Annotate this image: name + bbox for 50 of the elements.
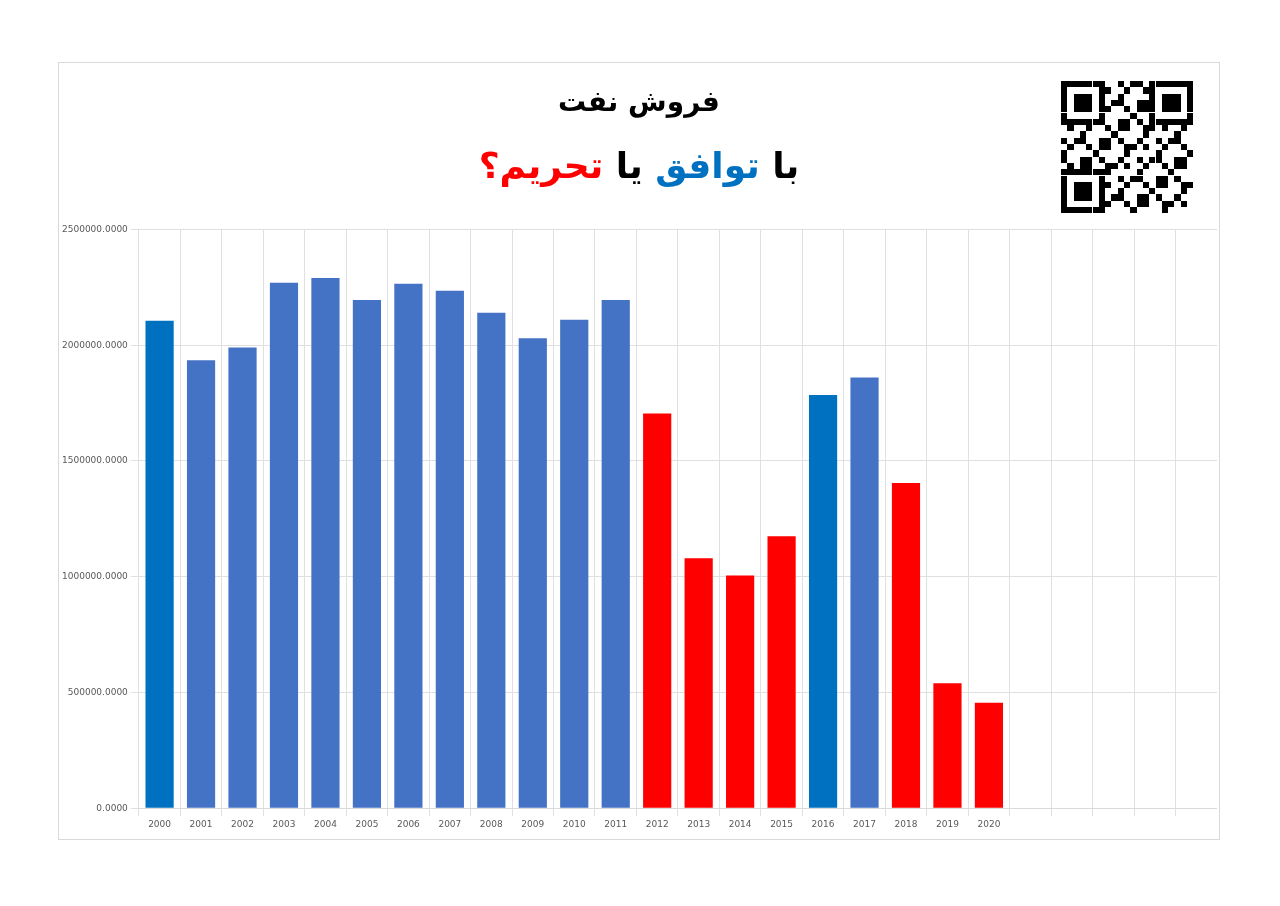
x-tick-label: 2016 [811,818,835,829]
bar [518,338,547,808]
x-tick-label: 2019 [936,818,960,829]
x-tick-label: 2002 [231,818,254,829]
x-tick-label: 2010 [562,818,586,829]
x-tick-label: 2017 [853,818,876,829]
y-tick-label: 1500000.0000 [61,455,129,466]
bar [684,558,713,808]
bar [228,347,257,808]
bar [311,278,340,808]
y-tick-label: 500000.0000 [67,686,129,697]
y-tick-label: 2000000.0000 [61,339,129,350]
x-tick-label: 2001 [189,818,213,829]
x-tick-label: 2005 [355,818,379,829]
x-tick-label: 2006 [396,818,421,829]
y-tick-label: 0.0000 [96,802,129,813]
bar [394,283,423,808]
bar [808,394,838,808]
bar [269,282,299,808]
x-tick-label: 2000 [148,818,172,829]
y-tick-label: 2500000.0000 [61,223,129,234]
x-tick-label: 2014 [728,818,752,829]
x-tick-label: 2020 [977,818,1001,829]
x-tick-label: 2003 [272,818,296,829]
bar [435,290,464,808]
bar [933,683,962,808]
bar [974,702,1004,808]
bar [850,377,879,808]
x-tick-label: 2007 [438,818,462,829]
bar [186,360,216,808]
chart-subtitle: با توافق یا تحریم؟ [478,145,800,186]
bar [643,413,672,808]
x-tick-label: 2004 [314,818,338,829]
bar [767,536,796,808]
x-tick-label: 2011 [604,818,628,829]
bar [891,482,921,808]
y-tick-label: 1000000.0000 [61,571,129,582]
x-tick-label: 2015 [770,818,794,829]
bar [726,575,755,808]
x-tick-label: 2008 [479,818,504,829]
x-tick-label: 2018 [894,818,918,829]
bar [560,319,589,808]
x-tick-label: 2009 [521,818,545,829]
bar [477,312,506,808]
chart-title: فروش نفت [557,85,721,118]
bar [352,300,382,808]
x-tick-label: 2012 [645,818,669,829]
x-tick-label: 2013 [687,818,711,829]
bar [145,320,174,808]
bar [601,300,630,808]
